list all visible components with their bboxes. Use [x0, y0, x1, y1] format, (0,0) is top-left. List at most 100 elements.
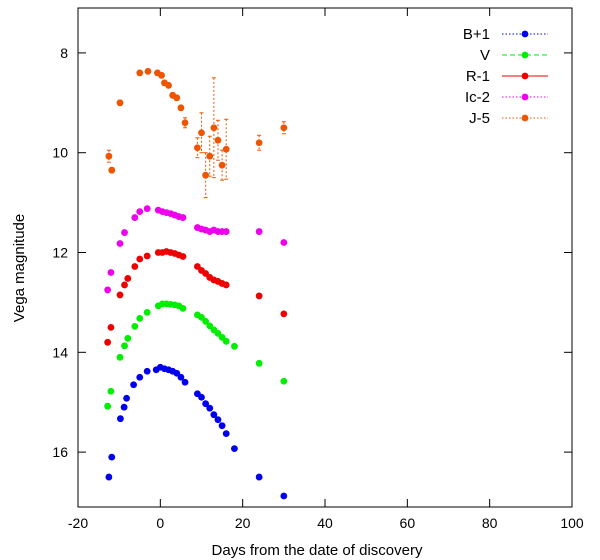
legend-label-v: V	[480, 47, 490, 64]
point-r-1	[280, 310, 288, 318]
point-v	[121, 342, 128, 350]
axes	[77, 7, 573, 508]
point-j-5	[173, 94, 181, 102]
x-tick-label: -20	[68, 515, 88, 531]
point-b-1	[206, 404, 214, 412]
point-j-5	[198, 129, 205, 137]
point-j-5	[108, 166, 116, 174]
point-j-5	[158, 71, 165, 79]
legend-marker-v	[521, 51, 529, 59]
x-tick-label: 0	[156, 515, 164, 531]
point-v	[255, 359, 263, 367]
point-ic-2	[222, 228, 230, 235]
point-b-1	[120, 403, 128, 411]
point-v	[280, 377, 288, 385]
point-b-1	[108, 453, 116, 461]
point-r-1	[104, 338, 112, 346]
point-j-5	[165, 81, 172, 89]
point-j-5	[105, 152, 113, 160]
point-b-1	[198, 393, 205, 401]
point-b-1	[143, 367, 151, 375]
point-v	[131, 322, 139, 330]
point-b-1	[280, 492, 288, 500]
point-r-1	[222, 281, 230, 289]
point-j-5	[116, 99, 124, 107]
point-ic-2	[255, 228, 263, 235]
point-j-5	[280, 124, 288, 132]
point-r-1	[124, 275, 132, 282]
legend-marker-b-1	[521, 30, 529, 38]
point-r-1	[136, 255, 144, 263]
point-ic-2	[143, 205, 151, 212]
point-r-1	[116, 291, 124, 299]
point-b-1	[222, 430, 230, 438]
y-tick-label: 14	[52, 344, 68, 360]
point-b-1	[105, 473, 113, 481]
point-j-5	[218, 161, 226, 169]
legend-marker-j-5	[521, 114, 529, 122]
point-b-1	[136, 373, 144, 381]
y-tick-label: 12	[52, 245, 68, 261]
point-r-1	[121, 281, 128, 289]
point-b-1	[210, 411, 218, 419]
point-v	[202, 317, 210, 325]
y-tick-label: 8	[60, 45, 68, 61]
point-b-1	[202, 400, 210, 408]
point-r-1	[143, 252, 151, 260]
point-ic-2	[107, 269, 115, 276]
point-b-1	[214, 416, 222, 424]
point-j-5	[255, 139, 263, 147]
point-r-1	[179, 253, 187, 260]
point-v	[116, 353, 124, 361]
legend-marker-ic-2	[521, 93, 529, 101]
point-j-5	[210, 124, 218, 132]
point-b-1	[130, 381, 137, 389]
point-j-5	[144, 67, 152, 75]
x-axis-label: Days from the date of discovery	[212, 542, 423, 559]
point-ic-2	[116, 240, 124, 247]
point-ic-2	[104, 286, 112, 294]
point-j-5	[136, 69, 144, 77]
point-j-5	[202, 171, 210, 179]
point-r-1	[255, 292, 263, 300]
x-tick-label: 60	[400, 515, 416, 531]
legend-label-r-1: R-1	[466, 68, 490, 85]
point-j-5	[181, 119, 189, 127]
point-b-1	[218, 422, 226, 430]
point-r-1	[107, 323, 115, 331]
legend-label-ic-2: Ic-2	[465, 89, 490, 106]
error-bars	[106, 68, 286, 199]
point-j-5	[206, 152, 214, 160]
point-ic-2	[121, 229, 128, 236]
point-ic-2	[280, 239, 288, 246]
y-axis-label: Vega magnitude	[11, 214, 28, 322]
plot-frame	[77, 7, 573, 508]
x-tick-label: 40	[317, 515, 333, 531]
data-points	[104, 67, 288, 500]
legend: B+1 V R-1 Ic-2 J-5	[463, 26, 548, 127]
point-v	[136, 314, 144, 322]
point-j-5	[222, 145, 230, 153]
point-j-5	[177, 104, 185, 112]
x-tick-label: 80	[482, 515, 498, 531]
x-tick-label: 100	[560, 515, 584, 531]
point-v	[143, 308, 151, 316]
point-v	[179, 304, 187, 312]
point-ic-2	[131, 214, 139, 221]
legend-label-j-5: J-5	[469, 110, 490, 127]
point-ic-2	[179, 214, 187, 221]
y-tick-label: 10	[52, 145, 68, 161]
point-ic-2	[136, 208, 144, 215]
y-tick-label: 16	[52, 444, 68, 460]
point-j-5	[193, 144, 201, 152]
point-b-1	[181, 378, 189, 386]
point-j-5	[214, 136, 222, 144]
point-v	[104, 402, 112, 410]
point-r-1	[131, 263, 139, 270]
tick-marks: -20 0 20 40 60 80 100 8 10 12 14 16	[52, 8, 584, 531]
x-tick-label: 20	[235, 515, 251, 531]
point-v	[107, 387, 115, 395]
point-b-1	[255, 473, 263, 481]
point-b-1	[117, 415, 124, 423]
